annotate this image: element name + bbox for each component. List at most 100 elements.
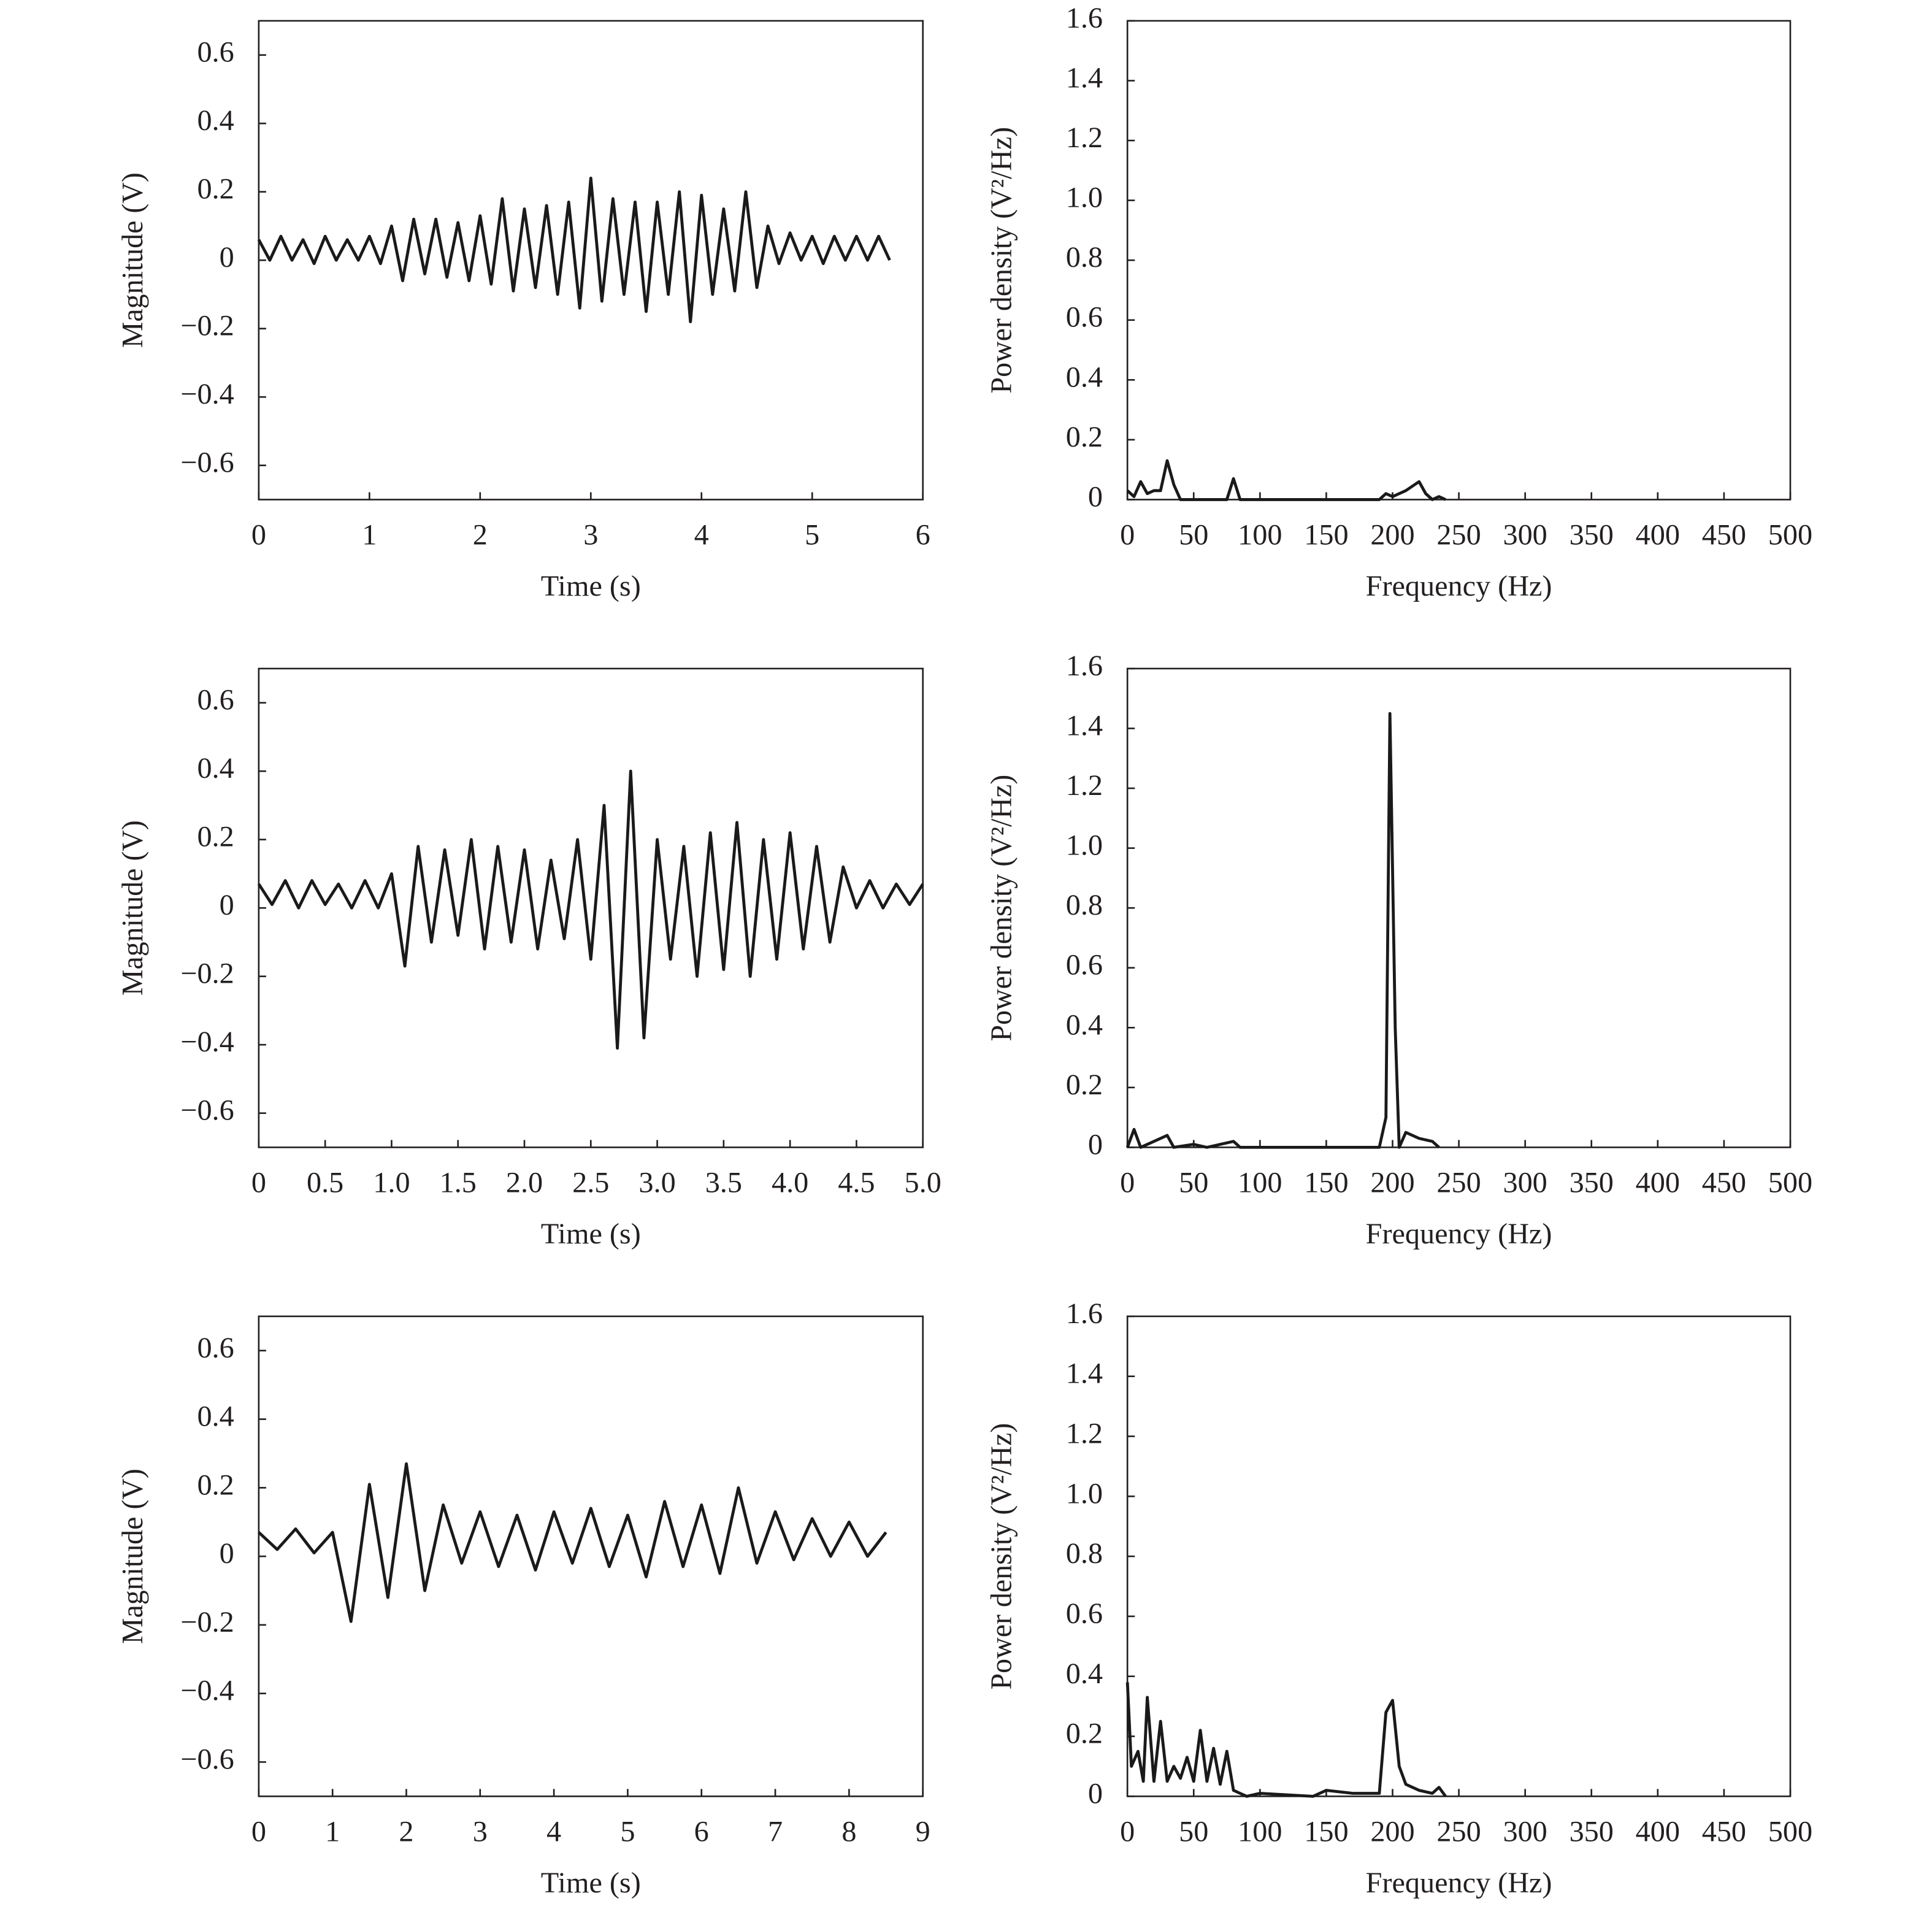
x-tick-label: 0 [251,518,266,551]
x-tick-label: 400 [1636,1166,1680,1199]
signal-line [1126,459,1446,501]
y-tick-label: 0.6 [1066,1597,1103,1630]
x-tick-label: 5.0 [905,1166,941,1199]
y-tick-label: 0.4 [197,752,234,785]
x-tick-label: 50 [1179,1166,1208,1199]
x-tick-label: 300 [1503,1815,1547,1848]
x-tick-label: 100 [1238,1815,1282,1848]
y-tick-label: 0.2 [1066,1069,1103,1101]
x-tick-label: 4 [694,518,709,551]
y-tick-label: 0 [220,1537,234,1570]
x-tick-label: 0 [251,1166,266,1199]
plot-frame [258,667,924,1148]
x-tick-label: 150 [1304,1815,1348,1848]
x-axis-label: Frequency (Hz) [1366,570,1552,602]
x-tick-label: 0 [1120,1815,1135,1848]
x-tick-label: 200 [1370,518,1414,551]
x-tick-label: 400 [1636,518,1680,551]
y-tick-label: 0.8 [1066,1537,1103,1570]
x-axis-label: Time (s) [541,1867,641,1899]
y-tick-label: 1.0 [1066,182,1103,214]
x-tick-label: 450 [1702,1166,1746,1199]
x-tick-label: 0 [1120,518,1135,551]
y-tick-label: 0 [1088,481,1103,513]
y-tick-label: 0.2 [1066,1718,1103,1750]
y-tick-label: 0 [220,241,234,274]
x-tick-label: 1 [325,1815,340,1848]
y-tick-label: −0.4 [180,1675,234,1707]
x-tick-label: 150 [1304,1166,1348,1199]
x-tick-label: 0 [1120,1166,1135,1199]
x-tick-label: 250 [1436,1815,1481,1848]
y-tick-label: 0.2 [1066,421,1103,453]
y-tick-label: 1.4 [1066,1357,1103,1390]
x-tick-label: 300 [1503,518,1547,551]
y-tick-label: −0.4 [180,378,234,410]
y-tick-label: 0.8 [1066,889,1103,921]
y-tick-label: 0 [1088,1778,1103,1810]
y-tick-label: 1.6 [1066,2,1103,34]
y-tick-label: 1.6 [1066,650,1103,682]
x-tick-label: 250 [1436,1166,1481,1199]
y-tick-label: 0.6 [1066,949,1103,981]
x-tick-label: 4 [546,1815,561,1848]
x-tick-label: 3 [583,518,598,551]
x-tick-label: 450 [1702,1815,1746,1848]
y-tick-label: 0.8 [1066,241,1103,274]
y-tick-label: −0.2 [180,1606,234,1638]
x-tick-label: 6 [916,518,930,551]
y-tick-label: 0.6 [197,1332,234,1364]
y-tick-label: −0.6 [180,1743,234,1776]
y-tick-label: 1.2 [1066,1418,1103,1450]
x-tick-label: 2.5 [572,1166,609,1199]
signal-line [257,176,891,323]
x-tick-label: 4.0 [772,1166,808,1199]
y-tick-label: 1.6 [1066,1297,1103,1330]
x-tick-label: 200 [1370,1815,1414,1848]
signal-line [257,769,924,1050]
y-tick-label: 0.4 [1066,1657,1103,1690]
x-tick-label: 150 [1304,518,1348,551]
y-tick-label: 1.2 [1066,121,1103,154]
y-tick-label: 0 [220,889,234,921]
y-tick-label: −0.6 [180,1094,234,1127]
y-tick-label: 0.4 [1066,1008,1103,1041]
x-tick-label: 0 [251,1815,266,1848]
x-tick-label: 450 [1702,518,1746,551]
plot-frame [1126,1315,1792,1797]
y-tick-label: 0.2 [197,1469,234,1501]
x-tick-label: 2 [473,518,488,551]
x-tick-label: 9 [916,1815,930,1848]
y-tick-label: 0.6 [1066,301,1103,334]
x-tick-label: 2.0 [506,1166,543,1199]
x-axis-label: Frequency (Hz) [1366,1218,1552,1250]
y-tick-label: −0.2 [180,310,234,342]
x-tick-label: 250 [1436,518,1481,551]
y-axis-label: Magnitude (V) [117,172,149,348]
x-tick-label: 100 [1238,1166,1282,1199]
plot-frame [1126,667,1792,1148]
y-tick-label: 1.2 [1066,769,1103,802]
x-tick-label: 5 [805,518,819,551]
x-tick-label: 500 [1768,518,1812,551]
x-tick-label: 350 [1570,518,1614,551]
y-axis-label: Magnitude (V) [117,1469,149,1644]
plot-frame [1126,20,1792,501]
x-tick-label: 300 [1503,1166,1547,1199]
y-tick-label: 1.4 [1066,62,1103,94]
y-tick-label: −0.4 [180,1026,234,1058]
x-tick-label: 3.0 [638,1166,675,1199]
y-tick-label: 1.0 [1066,829,1103,862]
x-tick-label: 200 [1370,1166,1414,1199]
y-axis-label: Power density (V²/Hz) [985,1423,1018,1690]
x-tick-label: 2 [399,1815,413,1848]
x-axis-label: Time (s) [541,1218,641,1250]
y-tick-label: 1.0 [1066,1477,1103,1510]
x-tick-label: 7 [768,1815,783,1848]
y-tick-label: 0 [1088,1129,1103,1161]
y-tick-label: 1.4 [1066,710,1103,742]
y-tick-label: −0.6 [180,447,234,479]
y-axis-label: Magnitude (V) [117,820,149,996]
